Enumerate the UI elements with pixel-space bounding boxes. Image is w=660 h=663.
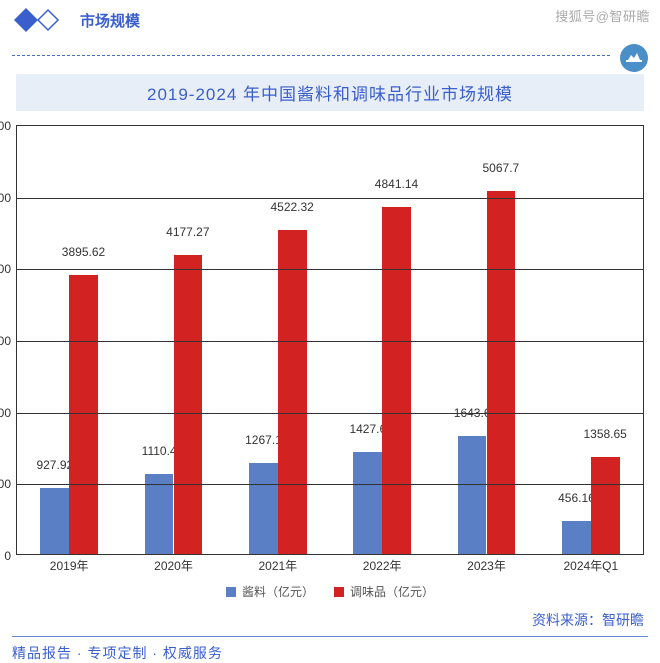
bar-label: 1358.65 — [583, 427, 626, 441]
bar-label: 5067.7 — [482, 161, 519, 175]
x-tick: 2023年 — [467, 557, 506, 574]
legend-label: 调味品（亿元） — [350, 583, 434, 600]
watermark: 搜狐号@智研瞻 — [555, 6, 650, 25]
y-tick: 2000 — [0, 406, 11, 420]
chart: 2019-2024 年中国酱料和调味品行业市场规模 927.92 3895.62 1… — [16, 74, 644, 600]
source-value: 智研瞻 — [602, 612, 644, 628]
grid-line — [17, 198, 643, 199]
bar-label: 1267.1 — [245, 433, 282, 447]
legend: 酱料（亿元） 调味品（亿元） — [16, 583, 644, 600]
header-title: 市场规模 — [80, 10, 140, 31]
legend-item: 酱料（亿元） — [226, 583, 314, 600]
bar — [40, 488, 69, 555]
bar — [591, 457, 620, 554]
y-tick: 0 — [0, 549, 11, 563]
legend-swatch — [226, 587, 236, 597]
bar-label: 3895.62 — [62, 245, 105, 259]
bar-label: 1110.4 — [142, 444, 177, 458]
x-tick: 2021年 — [258, 557, 297, 574]
dashed-line — [12, 55, 610, 56]
source-label: 资料来源： — [532, 612, 602, 628]
bar — [145, 474, 174, 554]
bar — [562, 521, 591, 554]
bar — [249, 463, 278, 554]
bar — [174, 255, 203, 554]
footer: 精品报告 · 专项定制 · 权威服务 — [12, 636, 648, 663]
y-tick: 6000 — [0, 119, 11, 133]
grid-line — [17, 413, 643, 414]
bar — [487, 191, 516, 554]
x-tick: 2024年Q1 — [563, 557, 618, 574]
y-tick: 5000 — [0, 191, 11, 205]
header-diamond-icon — [12, 6, 66, 34]
footer-text: 精品报告 · 专项定制 · 权威服务 — [12, 645, 223, 661]
legend-item: 调味品（亿元） — [334, 583, 434, 600]
header: 市场规模 搜狐号@智研瞻 — [0, 0, 660, 38]
x-tick: 2022年 — [363, 557, 402, 574]
x-tick: 2019年 — [50, 557, 89, 574]
x-tick: 2020年 — [154, 557, 193, 574]
bar-label: 927.92 — [36, 458, 73, 472]
bar-label: 456.16 — [558, 491, 595, 505]
bar — [69, 275, 98, 554]
grid-line — [17, 484, 643, 485]
legend-label: 酱料（亿元） — [242, 583, 314, 600]
bar — [458, 436, 487, 554]
grid-line — [17, 341, 643, 342]
y-tick: 4000 — [0, 262, 11, 276]
bars-layer: 927.92 3895.62 1110.4 4177.27 1267.1 4522.32 1… — [17, 126, 643, 554]
bar — [278, 230, 307, 554]
source: 资料来源：智研瞻 — [0, 604, 660, 630]
logo-circle-icon — [620, 44, 648, 72]
bar-label: 1427.6 — [349, 422, 386, 436]
bar-label: 4841.14 — [375, 177, 418, 191]
legend-swatch — [334, 587, 344, 597]
bar — [382, 207, 411, 554]
grid-line — [17, 269, 643, 270]
chart-title: 2019-2024 年中国酱料和调味品行业市场规模 — [16, 74, 644, 111]
divider — [0, 44, 660, 66]
bar-label: 4522.32 — [270, 200, 313, 214]
bar — [353, 452, 382, 554]
bar-label: 4177.27 — [166, 225, 209, 239]
chart-plot: 927.92 3895.62 1110.4 4177.27 1267.1 4522.32 1… — [16, 125, 644, 555]
y-tick: 3000 — [0, 334, 11, 348]
y-tick: 1000 — [0, 477, 11, 491]
